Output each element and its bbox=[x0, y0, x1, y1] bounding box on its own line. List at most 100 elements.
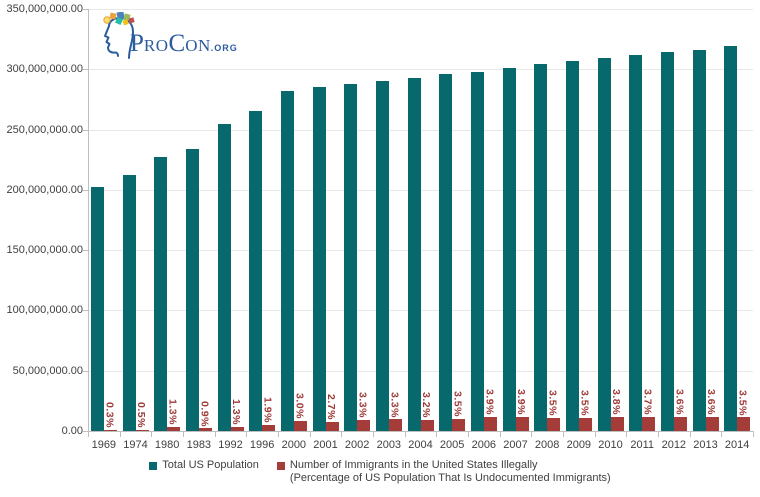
y-axis-tick bbox=[83, 250, 88, 252]
bar-total-us-population bbox=[185, 148, 199, 431]
bar-undocumented-immigrants bbox=[642, 417, 656, 431]
x-axis-tick bbox=[468, 432, 469, 437]
y-axis-tick bbox=[83, 129, 88, 131]
x-axis-year-label: 1969 bbox=[91, 439, 117, 451]
bar-total-us-population bbox=[502, 68, 516, 431]
x-axis-year-label: 2012 bbox=[661, 439, 687, 451]
pct-label: 3.2% bbox=[420, 391, 432, 418]
bar-undocumented-immigrants bbox=[673, 417, 687, 431]
y-gridline bbox=[88, 250, 753, 252]
bar-total-us-population bbox=[470, 71, 484, 431]
x-axis-tick bbox=[214, 432, 216, 437]
y-gridline bbox=[88, 69, 753, 71]
bar-undocumented-immigrants bbox=[610, 416, 624, 431]
bar-total-us-population bbox=[217, 123, 231, 431]
bar-undocumented-immigrants bbox=[230, 427, 244, 431]
y-gridline bbox=[88, 189, 753, 191]
legend-swatch-immigrants bbox=[276, 462, 285, 470]
bar-total-us-population bbox=[407, 77, 421, 431]
pct-label: 0.9% bbox=[198, 400, 211, 427]
bar-undocumented-immigrants bbox=[293, 420, 307, 431]
x-axis-year-label: 2008 bbox=[534, 439, 560, 451]
bar-undocumented-immigrants bbox=[357, 419, 371, 431]
x-axis-year-label: 2006 bbox=[471, 439, 497, 451]
bar-total-us-population bbox=[375, 81, 389, 431]
bar-total-us-population bbox=[660, 52, 674, 431]
pct-label: 3.6% bbox=[673, 389, 686, 416]
x-axis-tick bbox=[563, 432, 564, 437]
pct-label: 3.3% bbox=[356, 391, 369, 418]
bar-total-us-population bbox=[597, 58, 611, 431]
x-axis-year-label: 2007 bbox=[503, 439, 528, 451]
x-axis-year-label: 2002 bbox=[344, 439, 370, 451]
y-axis-label: 100,000,000.00 bbox=[6, 304, 83, 317]
y-axis-label: 250,000,000.00 bbox=[6, 123, 83, 136]
pct-label: 3.9% bbox=[515, 388, 527, 415]
y-axis-tick bbox=[83, 431, 88, 432]
x-axis-tick bbox=[531, 432, 533, 437]
x-axis-line bbox=[88, 431, 754, 432]
bar-undocumented-immigrants bbox=[737, 417, 751, 431]
y-axis-label: 150,000,000.00 bbox=[6, 244, 83, 257]
bar-total-us-population bbox=[312, 87, 326, 431]
bar-undocumented-immigrants bbox=[262, 424, 276, 431]
bar-total-us-population bbox=[154, 157, 168, 431]
x-axis-year-label: 2003 bbox=[376, 439, 402, 451]
pct-label: 3.5% bbox=[736, 389, 749, 416]
y-axis-label: 350,000,000.00 bbox=[6, 3, 83, 15]
x-axis-year-label: 2013 bbox=[693, 439, 718, 451]
y-axis-tick bbox=[83, 9, 88, 10]
legend-item-total-population: Total US Population bbox=[149, 459, 259, 472]
bar-undocumented-immigrants bbox=[578, 418, 592, 431]
x-axis-year-label: 2011 bbox=[630, 439, 654, 451]
x-axis-year-label: 1992 bbox=[218, 439, 243, 451]
pct-label: 1.3% bbox=[230, 399, 242, 426]
x-axis-year-label: 1996 bbox=[249, 439, 275, 451]
bar-undocumented-immigrants bbox=[198, 428, 212, 431]
y-axis-tick bbox=[83, 189, 88, 191]
y-axis-line bbox=[88, 9, 89, 431]
x-axis-tick bbox=[88, 432, 89, 437]
bar-total-us-population bbox=[249, 111, 263, 431]
x-axis-tick bbox=[309, 432, 311, 437]
x-axis-tick bbox=[753, 432, 754, 437]
x-axis-tick bbox=[499, 432, 501, 437]
y-gridline bbox=[88, 129, 753, 131]
legend-label-immigrants: Number of Immigrants in the United State… bbox=[289, 459, 611, 484]
legend: Total US Population Number of Immigrants… bbox=[0, 459, 760, 485]
bar-total-us-population bbox=[122, 175, 136, 431]
x-axis-year-label: 2009 bbox=[566, 439, 592, 451]
procon-logo-text: PROCON.ORG bbox=[130, 30, 238, 57]
bar-undocumented-immigrants bbox=[705, 417, 719, 431]
bar-total-us-population bbox=[344, 83, 358, 431]
bar-undocumented-immigrants bbox=[547, 418, 561, 431]
pct-label: 3.6% bbox=[705, 389, 717, 416]
pct-label: 2.7% bbox=[325, 393, 337, 420]
y-gridline bbox=[88, 9, 753, 10]
y-axis-label: 0.00 bbox=[61, 425, 83, 437]
bar-total-us-population bbox=[565, 60, 579, 431]
x-axis-tick bbox=[246, 432, 248, 437]
y-gridline bbox=[88, 370, 753, 372]
y-gridline bbox=[88, 310, 753, 312]
x-axis-tick bbox=[341, 432, 343, 437]
x-axis-year-label: 2001 bbox=[313, 439, 338, 451]
bar-total-us-population bbox=[534, 64, 548, 431]
y-axis-tick bbox=[83, 370, 88, 372]
bar-total-us-population bbox=[629, 54, 643, 431]
y-axis-label: 50,000,000.00 bbox=[12, 364, 83, 377]
bar-undocumented-immigrants bbox=[135, 429, 149, 431]
bar-total-us-population bbox=[90, 187, 104, 431]
x-axis-tick bbox=[689, 432, 691, 437]
x-axis-tick bbox=[119, 432, 121, 437]
x-axis-year-label: 2004 bbox=[408, 439, 433, 451]
x-axis-tick bbox=[404, 432, 406, 437]
x-axis-year-label: 2005 bbox=[439, 439, 465, 451]
bar-undocumented-immigrants bbox=[420, 419, 434, 431]
bar-total-us-population bbox=[724, 46, 738, 431]
pct-label: 0.3% bbox=[103, 402, 116, 428]
bar-undocumented-immigrants bbox=[388, 419, 402, 431]
procon-logo: PROCON.ORG bbox=[96, 12, 238, 62]
pct-label: 3.8% bbox=[610, 388, 622, 415]
pct-label: 3.7% bbox=[641, 389, 654, 416]
